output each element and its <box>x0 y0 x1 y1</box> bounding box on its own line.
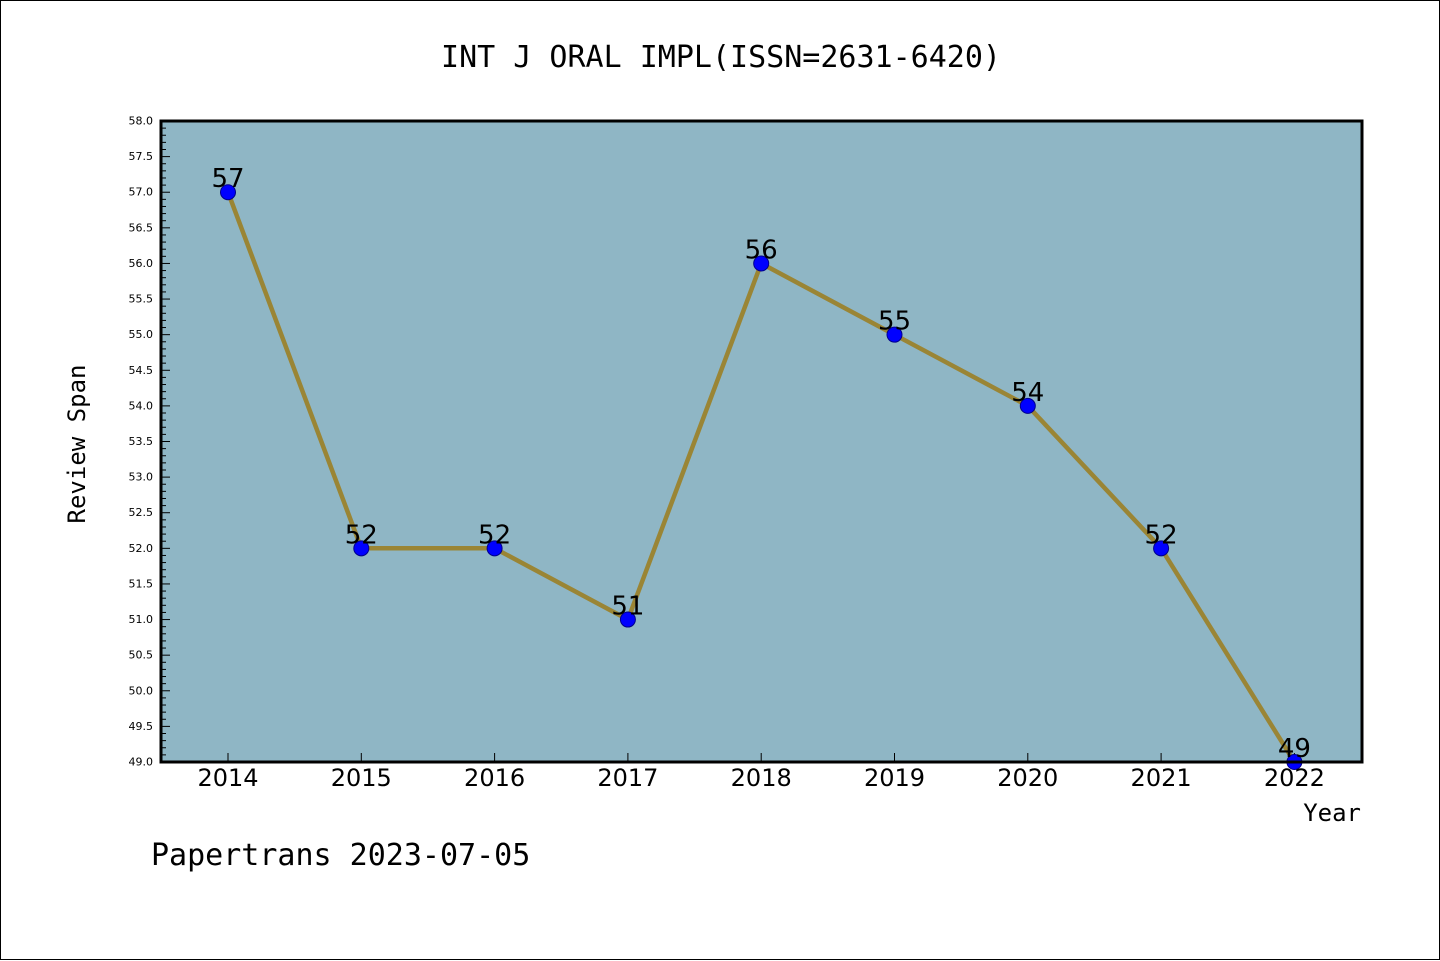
plot-border <box>159 119 1364 764</box>
x-tick-label: 2015 <box>331 764 392 792</box>
x-axis-label: Year <box>1303 799 1361 827</box>
x-tick-label: 2022 <box>1264 764 1325 792</box>
data-label: 56 <box>745 235 778 265</box>
series-layer: 57 52 52 51 56 55 54 52 49 <box>211 164 1311 770</box>
data-point <box>1153 540 1170 557</box>
x-tick-label: 2021 <box>1131 764 1192 792</box>
x-tick-label: 2019 <box>864 764 925 792</box>
data-point <box>220 184 236 201</box>
y-tick-label: 55.5 <box>129 293 154 306</box>
data-point <box>753 255 770 272</box>
y-tick-label: 50.5 <box>129 649 154 662</box>
y-tick-label: 49.0 <box>129 756 154 769</box>
x-tick-label: 2016 <box>464 764 525 792</box>
y-tick-label: 51.5 <box>129 577 154 590</box>
y-tick-label: 54.0 <box>129 399 154 412</box>
plot-area <box>161 121 1362 762</box>
y-axis-label: Review Span <box>63 365 91 524</box>
y-tick-label: 56.5 <box>129 221 154 234</box>
y-tick-label: 56.0 <box>129 257 154 270</box>
chart-title: INT J ORAL IMPL(ISSN=2631-6420) <box>441 40 1001 75</box>
y-tick-label: 53.0 <box>129 471 154 484</box>
y-tick-label: 52.0 <box>129 542 154 555</box>
data-label: 54 <box>1011 378 1044 408</box>
y-tick-label: 55.0 <box>129 328 154 341</box>
x-tick-label: 2014 <box>197 764 258 792</box>
watermark-text: Papertrans 2023-07-05 <box>151 838 530 873</box>
data-point <box>619 611 636 628</box>
data-point <box>1019 397 1036 414</box>
y-tick-label: 58.0 <box>129 115 154 128</box>
data-label: 49 <box>1278 734 1311 764</box>
y-tick-label: 57.0 <box>129 186 154 199</box>
x-tick-labels: 2014 2015 2016 2017 2018 2019 2020 2021 2022 <box>197 764 1324 792</box>
data-point <box>886 326 903 343</box>
y-tick-labels: 49.0 49.5 50.0 50.5 51.0 51.5 52.0 52.5 53.0 53.5… <box>129 115 154 769</box>
x-tick-label: 2017 <box>597 764 658 792</box>
x-tick-label: 2020 <box>997 764 1058 792</box>
y-tick-label: 54.5 <box>129 364 154 377</box>
data-point <box>486 540 503 557</box>
y-tick-label: 57.5 <box>129 150 154 163</box>
data-label: 51 <box>611 592 644 622</box>
y-tick-label: 52.5 <box>129 506 154 519</box>
x-tick-label: 2018 <box>731 764 792 792</box>
data-label: 52 <box>345 520 378 550</box>
data-label: 52 <box>1145 520 1178 550</box>
data-label: 57 <box>211 164 244 194</box>
y-tick-label: 51.0 <box>129 613 154 626</box>
data-label: 52 <box>478 520 511 550</box>
y-tick-label: 49.5 <box>129 720 154 733</box>
y-tick-label: 50.0 <box>129 684 154 697</box>
data-label: 55 <box>878 307 911 337</box>
y-tick-label: 53.5 <box>129 435 154 448</box>
data-point <box>353 540 370 557</box>
